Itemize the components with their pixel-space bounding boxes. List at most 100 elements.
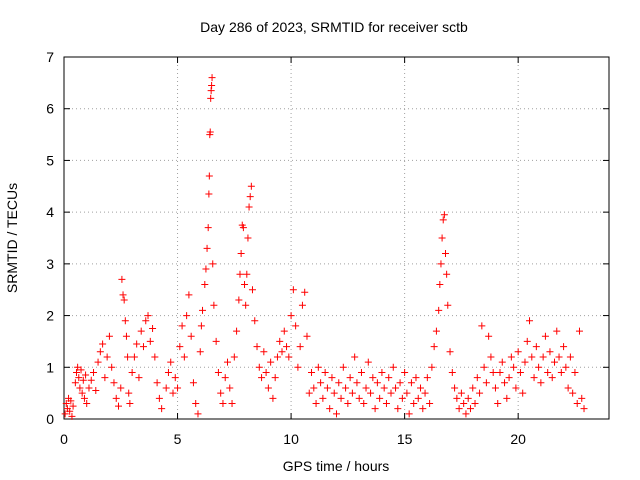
data-point — [248, 286, 256, 294]
data-point — [330, 389, 338, 397]
y-axis-label: SRMTID / TECUs — [4, 183, 20, 293]
data-point — [174, 384, 182, 392]
data-point — [437, 260, 445, 268]
data-point — [321, 368, 329, 376]
data-point — [573, 399, 581, 407]
data-point — [125, 389, 133, 397]
data-point — [244, 234, 252, 242]
data-point — [226, 384, 234, 392]
data-point — [208, 81, 216, 89]
data-point — [271, 374, 279, 382]
data-point — [560, 343, 568, 351]
data-point — [491, 384, 499, 392]
data-point — [412, 374, 420, 382]
data-point — [435, 306, 443, 314]
data-point — [112, 394, 120, 402]
data-point — [258, 374, 266, 382]
data-point — [180, 353, 188, 361]
data-point — [99, 340, 107, 348]
data-point — [287, 312, 295, 320]
data-point — [189, 379, 197, 387]
data-point — [66, 407, 74, 415]
data-point — [398, 394, 406, 402]
data-point — [432, 327, 440, 335]
data-point — [438, 234, 446, 242]
data-point — [476, 389, 484, 397]
data-point — [466, 405, 474, 413]
data-point — [214, 368, 222, 376]
data-point — [207, 94, 215, 102]
data-point — [76, 384, 84, 392]
data-point — [314, 363, 322, 371]
data-point — [296, 343, 304, 351]
data-point — [128, 368, 136, 376]
data-point — [580, 405, 588, 413]
data-point — [317, 379, 325, 387]
data-point — [326, 405, 334, 413]
data-point — [273, 353, 281, 361]
y-tick-label: 3 — [46, 256, 54, 272]
data-point — [430, 343, 438, 351]
data-point — [235, 296, 243, 304]
data-point — [339, 363, 347, 371]
data-point — [162, 384, 170, 392]
data-point — [523, 337, 531, 345]
data-point — [176, 343, 184, 351]
data-point — [103, 353, 111, 361]
data-point — [206, 128, 214, 136]
data-point — [280, 327, 288, 335]
data-point — [187, 332, 195, 340]
data-point — [192, 399, 200, 407]
y-tick-label: 4 — [46, 204, 54, 220]
data-point — [194, 410, 202, 418]
data-point — [489, 368, 497, 376]
data-point — [260, 348, 268, 356]
data-point — [155, 394, 163, 402]
data-point — [144, 312, 152, 320]
data-point — [510, 363, 518, 371]
data-point — [247, 182, 255, 190]
data-point — [544, 368, 552, 376]
data-point — [367, 389, 375, 397]
data-point — [122, 332, 130, 340]
data-point — [130, 353, 138, 361]
data-point — [501, 379, 509, 387]
data-point — [210, 301, 218, 309]
data-point — [346, 374, 354, 382]
data-point — [444, 301, 452, 309]
data-point — [348, 389, 356, 397]
data-point — [62, 399, 70, 407]
data-point — [539, 353, 547, 361]
data-point — [105, 332, 113, 340]
data-point — [471, 399, 479, 407]
data-point — [205, 190, 213, 198]
points-layer — [61, 74, 588, 420]
data-point — [387, 389, 395, 397]
data-point — [376, 394, 384, 402]
grid-layer — [64, 57, 609, 419]
data-point — [301, 288, 309, 296]
data-point — [79, 376, 87, 384]
data-point — [362, 384, 370, 392]
data-point — [521, 358, 529, 366]
data-point — [405, 410, 413, 418]
data-point — [78, 389, 86, 397]
data-point — [414, 394, 422, 402]
y-tick-label: 6 — [46, 101, 54, 117]
data-point — [158, 405, 166, 413]
data-point — [446, 348, 454, 356]
data-point — [455, 405, 463, 413]
data-point — [532, 343, 540, 351]
data-point — [101, 374, 109, 382]
data-point — [553, 327, 561, 335]
y-tick-label: 7 — [46, 49, 54, 65]
data-point — [364, 358, 372, 366]
plot-frame — [63, 56, 610, 420]
data-point — [241, 281, 249, 289]
data-point — [351, 353, 359, 361]
x-tick-label: 20 — [510, 431, 526, 447]
data-point — [371, 405, 379, 413]
data-point — [401, 368, 409, 376]
data-point — [421, 389, 429, 397]
